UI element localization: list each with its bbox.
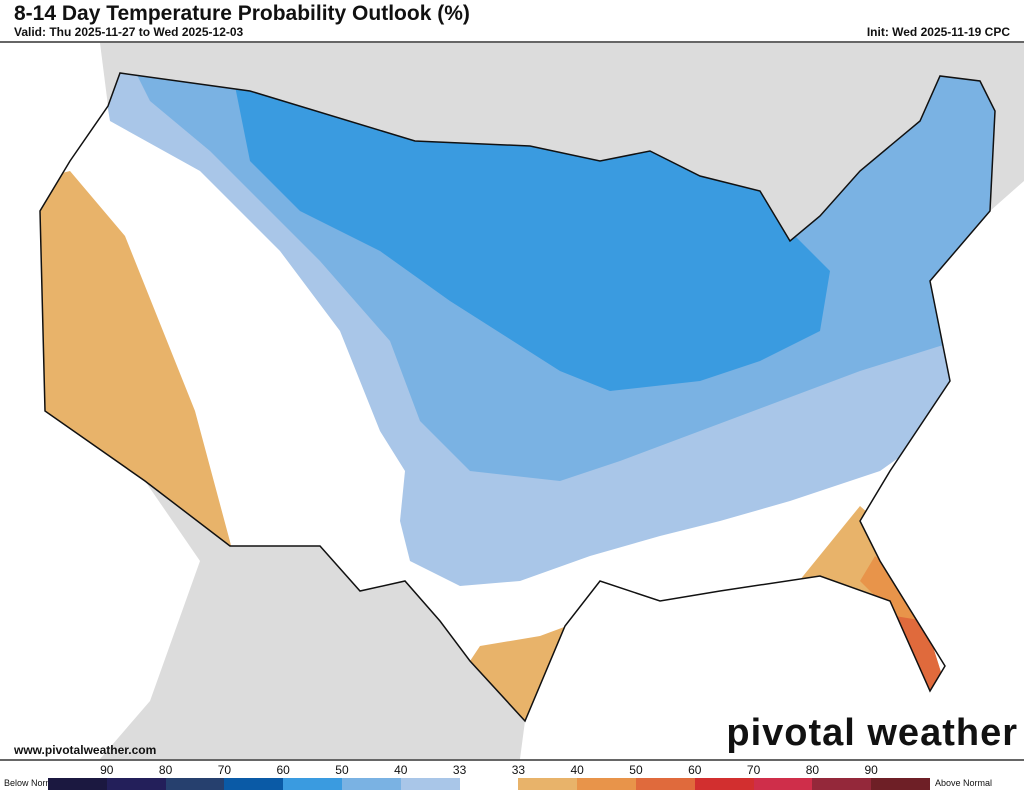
legend-swatch: [165, 778, 225, 790]
legend-tick: 50: [335, 763, 349, 777]
legend-tick: 70: [746, 763, 761, 777]
legend-swatches: [48, 778, 930, 790]
legend-swatch: [224, 778, 284, 790]
color-legend: Below Normal 90 80 70 60 50 40 33 33 40 50 60 70 80 9…: [0, 763, 1024, 791]
legend-swatch: [459, 778, 519, 790]
outlook-map: [0, 41, 1024, 761]
legend-swatch: [400, 778, 460, 790]
legend-swatch: [753, 778, 813, 790]
legend-tick: 90: [864, 763, 878, 777]
legend-tick: 40: [394, 763, 408, 777]
legend-tick: 33: [452, 763, 467, 777]
atlantic-gulf-water: [520, 181, 1024, 759]
map-svg: [0, 43, 1024, 759]
legend-tick: 33: [511, 763, 526, 777]
legend-tick: 60: [688, 763, 702, 777]
legend-swatch: [871, 778, 930, 790]
legend-tick: 80: [805, 763, 820, 777]
below-normal-label: Below Normal: [4, 778, 61, 788]
legend-swatch: [812, 778, 872, 790]
legend-tick: 90: [100, 763, 114, 777]
init-time: Init: Wed 2025-11-19 CPC: [866, 25, 1010, 39]
legend-swatch: [635, 778, 695, 790]
legend-tick: 60: [276, 763, 290, 777]
legend-tick: 40: [570, 763, 584, 777]
site-url: www.pivotalweather.com: [14, 743, 157, 757]
legend-ticks: 90 80 70 60 50 40 33 33 40 50 60 70 80 90: [48, 763, 930, 777]
above-normal-texas-33-40-area: [470, 623, 575, 721]
legend-swatch: [341, 778, 401, 790]
valid-period: Valid: Thu 2025-11-27 to Wed 2025-12-03: [14, 25, 244, 39]
legend-tick: 50: [629, 763, 643, 777]
legend-tick: 70: [217, 763, 232, 777]
pacific-ocean: [0, 43, 200, 759]
above-normal-florida-33-40-area: [795, 506, 950, 701]
above-normal-west-33-40-area: [40, 171, 232, 549]
legend-tick: 80: [158, 763, 173, 777]
legend-swatch: [106, 778, 166, 790]
legend-swatch: [48, 778, 107, 790]
pivotal-weather-logo: pivotal weather: [726, 712, 1018, 754]
page-title: 8-14 Day Temperature Probability Outlook…: [14, 2, 470, 25]
legend-swatch: [283, 778, 342, 790]
legend-swatch: [577, 778, 636, 790]
above-normal-label: Above Normal: [935, 778, 993, 788]
legend-swatch: [518, 778, 578, 790]
legend-swatch: [694, 778, 754, 790]
